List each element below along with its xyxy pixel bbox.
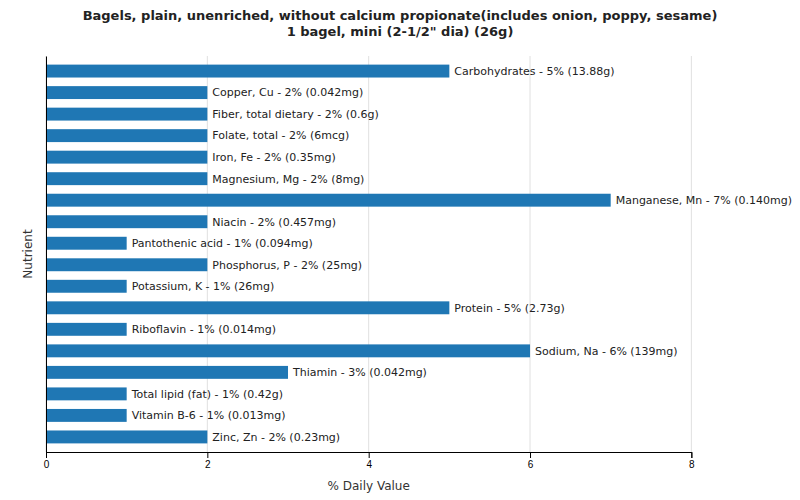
x-axis-title: % Daily Value <box>327 479 409 493</box>
bar <box>46 237 127 250</box>
bar <box>46 65 449 78</box>
bar <box>46 280 127 293</box>
grid-line <box>530 56 531 452</box>
title-line: 1 bagel, mini (2-1/2" dia) (26g) <box>287 24 514 39</box>
x-axis-line <box>47 453 692 459</box>
bar <box>46 387 127 400</box>
bar-label: Manganese, Mn - 7% (0.140mg) <box>616 194 792 207</box>
bar <box>46 323 127 336</box>
bar-label: Folate, total - 2% (6mcg) <box>212 129 349 142</box>
x-tick: 4 <box>366 452 372 470</box>
x-tick-label: 2 <box>205 459 211 470</box>
bar-label: Sodium, Na - 6% (139mg) <box>535 345 678 358</box>
bar-label: Phosphorus, P - 2% (25mg) <box>212 259 362 272</box>
bar <box>46 129 207 142</box>
bar <box>46 344 530 357</box>
bar <box>46 430 207 443</box>
x-tick-label: 0 <box>44 459 50 470</box>
grid-line <box>46 56 47 452</box>
bar-labels: Carbohydrates - 5% (13.88g) Copper, Cu - … <box>131 65 792 444</box>
grid-line <box>691 56 692 452</box>
bar-label: Total lipid (fat) - 1% (0.42g) <box>131 388 283 401</box>
bar-label: Magnesium, Mg - 2% (8mg) <box>212 173 364 186</box>
x-tick-label: 8 <box>689 459 695 470</box>
bar-label: Copper, Cu - 2% (0.042mg) <box>212 86 363 99</box>
bar-label: Carbohydrates - 5% (13.88g) <box>454 65 614 78</box>
bar <box>46 108 207 121</box>
y-axis-line <box>46 57 47 453</box>
bar <box>46 366 288 379</box>
x-tick-mark <box>530 452 531 458</box>
bar <box>46 258 207 271</box>
bar-label: Fiber, total dietary - 2% (0.6g) <box>212 108 378 121</box>
x-tick-mark <box>46 452 47 458</box>
bar-label: Pantothenic acid - 1% (0.094mg) <box>132 237 313 250</box>
bar <box>46 151 207 164</box>
chart: Carbohydrates - 5% (13.88g) Copper, Cu - … <box>0 0 800 500</box>
bar-label: Protein - 5% (2.73g) <box>454 302 565 315</box>
bar-label: Riboflavin - 1% (0.014mg) <box>132 323 276 336</box>
bar <box>46 172 207 185</box>
bars <box>46 65 611 444</box>
title: Bagels, plain, unenriched, without calci… <box>83 8 718 39</box>
x-tick-mark <box>369 452 370 458</box>
x-tick-mark <box>691 452 692 458</box>
bar-label: Vitamin B-6 - 1% (0.013mg) <box>132 409 286 422</box>
y-axis <box>46 57 47 453</box>
bar <box>46 215 207 228</box>
bar-label: Zinc, Zn - 2% (0.23mg) <box>212 431 340 444</box>
grid <box>46 56 691 452</box>
bar <box>46 194 611 207</box>
x-tick: 8 <box>689 452 695 470</box>
plot: Carbohydrates - 5% (13.88g) Copper, Cu - … <box>44 56 792 470</box>
bar-label: Niacin - 2% (0.457mg) <box>212 216 336 229</box>
y-axis-title: Nutrient <box>21 229 35 279</box>
bar-label: Iron, Fe - 2% (0.35mg) <box>212 151 335 164</box>
x-tick: 6 <box>528 452 534 470</box>
x-tick-label: 4 <box>366 459 372 470</box>
bar <box>46 301 449 314</box>
title-line: Bagels, plain, unenriched, without calci… <box>83 8 718 23</box>
bar-label: Potassium, K - 1% (26mg) <box>132 280 275 293</box>
bar-label: Thiamin - 3% (0.042mg) <box>292 366 427 379</box>
x-axis: 0 2 4 6 8 <box>44 452 695 470</box>
x-tick: 0 <box>44 452 50 470</box>
x-tick: 2 <box>205 452 211 470</box>
x-tick-mark <box>207 452 208 458</box>
x-tick-label: 6 <box>528 459 534 470</box>
bar <box>46 86 207 99</box>
bar <box>46 409 127 422</box>
